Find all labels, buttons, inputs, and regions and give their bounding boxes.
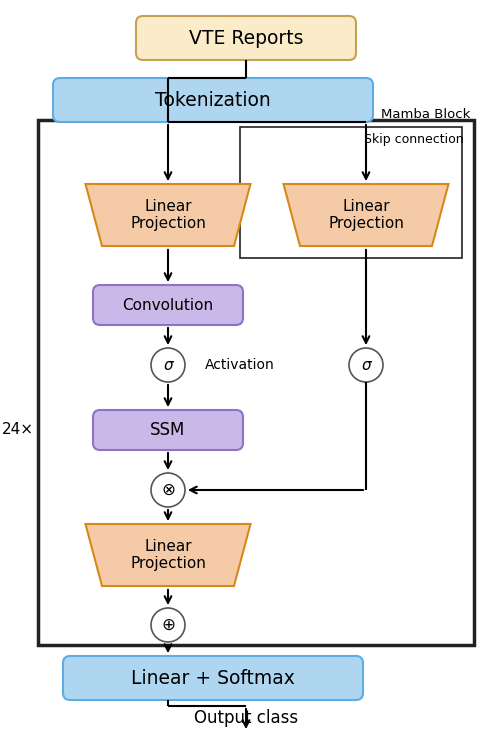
- Text: ⊕: ⊕: [161, 616, 175, 634]
- Text: Linear + Softmax: Linear + Softmax: [131, 668, 295, 687]
- Bar: [38, 120, 474, 645]
- Circle shape: [151, 608, 185, 642]
- Polygon shape: [86, 184, 250, 246]
- Text: σ: σ: [361, 357, 371, 373]
- FancyBboxPatch shape: [136, 16, 356, 60]
- Text: Activation: Activation: [205, 358, 275, 372]
- Text: Mamba Block: Mamba Block: [381, 108, 470, 122]
- Text: SSM: SSM: [151, 421, 185, 439]
- Text: ⊗: ⊗: [161, 481, 175, 499]
- Circle shape: [151, 348, 185, 382]
- Text: Output class: Output class: [194, 709, 298, 727]
- FancyBboxPatch shape: [93, 410, 243, 450]
- FancyBboxPatch shape: [63, 656, 363, 700]
- Circle shape: [151, 473, 185, 507]
- Text: Skip connection: Skip connection: [365, 133, 464, 146]
- Bar: [240, 127, 462, 258]
- Polygon shape: [283, 184, 449, 246]
- Text: Linear
Projection: Linear Projection: [328, 199, 404, 231]
- Polygon shape: [86, 524, 250, 586]
- Circle shape: [349, 348, 383, 382]
- FancyBboxPatch shape: [53, 78, 373, 122]
- Text: Linear
Projection: Linear Projection: [130, 539, 206, 571]
- Text: 24×: 24×: [2, 422, 34, 438]
- FancyBboxPatch shape: [93, 285, 243, 325]
- Text: Tokenization: Tokenization: [155, 91, 271, 110]
- Text: σ: σ: [163, 357, 173, 373]
- Text: Convolution: Convolution: [123, 297, 214, 313]
- Text: Linear
Projection: Linear Projection: [130, 199, 206, 231]
- Text: VTE Reports: VTE Reports: [189, 29, 303, 48]
